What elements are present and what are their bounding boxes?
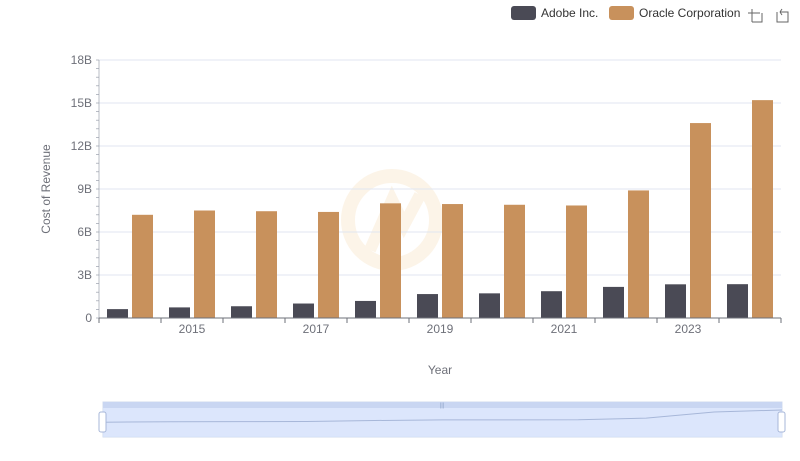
- bar-oracle-2015[interactable]: [194, 210, 215, 319]
- y-tick-label: 0: [85, 311, 92, 325]
- legend-item-oracle[interactable]: Oracle Corporation: [609, 6, 740, 20]
- y-tick-label: 15B: [71, 96, 92, 110]
- y-tick-label: 12B: [71, 139, 92, 153]
- x-axis-title: Year: [428, 363, 452, 377]
- bar-adobe-2022[interactable]: [603, 286, 624, 318]
- bar-oracle-2016[interactable]: [256, 211, 277, 318]
- x-axis: 2015 2017 2019 2021 2023: [98, 317, 782, 336]
- bar-adobe-2021[interactable]: [541, 291, 562, 318]
- slider-top-bar[interactable]: [103, 402, 782, 408]
- bar-adobe-2019[interactable]: [417, 294, 438, 318]
- legend-item-adobe[interactable]: Adobe Inc.: [511, 6, 598, 20]
- slider-handle-right[interactable]: [777, 411, 786, 433]
- bar-oracle-2023[interactable]: [690, 123, 711, 318]
- y-axis-ticks: 0 3B 6B 9B 12B 15B 18B: [71, 53, 100, 325]
- bar-oracle-2022[interactable]: [628, 190, 649, 318]
- bar-oracle-2018[interactable]: [380, 203, 401, 318]
- x-tick-label: 2021: [551, 322, 578, 336]
- bar-adobe-2020[interactable]: [479, 293, 500, 318]
- legend[interactable]: Adobe Inc. Oracle Corporation: [511, 6, 740, 20]
- bar-oracle-2024[interactable]: [752, 100, 773, 318]
- x-tick-label: 2019: [427, 322, 454, 336]
- y-tick-label: 6B: [77, 225, 92, 239]
- bar-adobe-2016[interactable]: [231, 306, 252, 318]
- x-tick-label: 2023: [675, 322, 702, 336]
- bar-oracle-2014[interactable]: [132, 214, 153, 318]
- restore-icon[interactable]: [776, 8, 789, 23]
- legend-label-oracle: Oracle Corporation: [639, 6, 740, 20]
- data-zoom-slider[interactable]: |||: [98, 401, 786, 438]
- bar-oracle-2020[interactable]: [504, 204, 525, 318]
- bar-adobe-2014[interactable]: [107, 309, 128, 318]
- y-tick-label: 18B: [71, 53, 92, 67]
- bar-adobe-2017[interactable]: [293, 303, 314, 318]
- bar-oracle-2021[interactable]: [566, 205, 587, 318]
- slider-handle-left[interactable]: [98, 411, 107, 433]
- x-tick-label: 2015: [179, 322, 206, 336]
- y-tick-label: 9B: [77, 182, 92, 196]
- zoom-select-icon[interactable]: [748, 9, 763, 23]
- slider-grip-icon[interactable]: |||: [440, 403, 445, 409]
- legend-swatch-adobe: [511, 6, 536, 20]
- legend-label-adobe: Adobe Inc.: [541, 6, 598, 20]
- y-tick-label: 3B: [77, 268, 92, 282]
- y-axis-title: Cost of Revenue: [39, 144, 53, 234]
- legend-swatch-oracle: [609, 6, 634, 20]
- bar-adobe-2023[interactable]: [665, 284, 686, 318]
- bar-adobe-2015[interactable]: [169, 307, 190, 318]
- bar-adobe-2024[interactable]: [727, 284, 748, 318]
- bar-adobe-2018[interactable]: [355, 300, 376, 318]
- bar-oracle-2017[interactable]: [318, 211, 339, 318]
- x-tick-label: 2017: [303, 322, 330, 336]
- slider-data-shadow: [102, 409, 783, 423]
- bar-oracle-2019[interactable]: [442, 204, 463, 318]
- bars: [107, 100, 773, 318]
